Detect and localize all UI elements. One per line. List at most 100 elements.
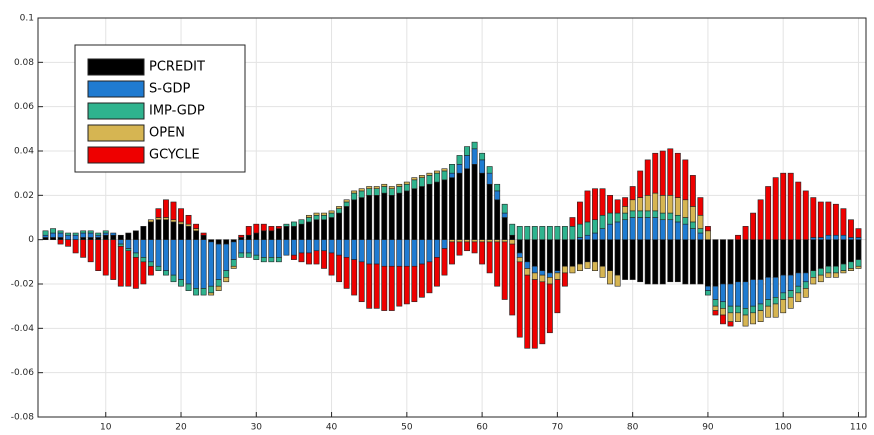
bar-segment <box>163 239 169 272</box>
bar-segment <box>193 239 200 289</box>
bar-segment <box>110 239 117 280</box>
bar-segment <box>65 232 72 236</box>
bar-segment <box>629 186 636 201</box>
bar-segment <box>321 212 327 216</box>
bar-segment <box>396 265 403 307</box>
bar-segment <box>230 265 237 269</box>
bar-segment <box>750 239 757 280</box>
bar-segment <box>464 155 470 170</box>
bar-segment <box>193 223 200 229</box>
bar-segment <box>637 197 644 212</box>
x-tick-label: 50 <box>401 423 413 433</box>
bar-segment <box>787 172 794 240</box>
bar-segment <box>697 228 704 234</box>
bar-segment <box>712 285 719 300</box>
bar-segment <box>193 230 200 240</box>
bar-segment <box>742 281 749 309</box>
y-tick-label: -0.04 <box>11 324 35 334</box>
bar-segment <box>170 221 177 240</box>
bar-segment <box>373 263 380 309</box>
bar-segment <box>561 226 568 240</box>
bar-segment <box>253 232 260 240</box>
bar-segment <box>140 261 147 285</box>
bar-segment <box>42 237 49 240</box>
bar-segment <box>155 217 162 221</box>
bar-segment <box>245 226 252 236</box>
bar-segment <box>50 232 56 238</box>
bar-segment <box>802 272 809 283</box>
bar-segment <box>418 263 425 298</box>
bar-segment <box>117 246 124 287</box>
bar-segment <box>366 263 373 309</box>
bar-segment <box>456 241 463 256</box>
bar-segment <box>554 272 561 280</box>
bar-segment <box>531 265 538 274</box>
bar-segment <box>396 186 403 194</box>
bar-segment <box>592 219 598 234</box>
bar-segment <box>614 274 621 287</box>
legend-label: IMP-GDP <box>149 104 205 119</box>
bar-segment <box>712 299 719 307</box>
bar-segment <box>689 206 696 223</box>
bar-segment <box>275 257 282 263</box>
bar-segment <box>614 212 621 223</box>
bar-segment <box>87 237 94 240</box>
bar-segment <box>607 239 614 272</box>
bar-segment <box>516 239 523 254</box>
bar-segment <box>832 203 839 236</box>
bar-segment <box>720 239 726 285</box>
bar-segment <box>328 252 335 276</box>
bar-segment <box>486 241 493 274</box>
bar-segment <box>102 232 109 236</box>
x-tick-label: 60 <box>476 423 488 433</box>
bar-segment <box>313 239 320 252</box>
bar-segment <box>351 192 358 201</box>
legend-swatch <box>87 80 145 98</box>
bar-segment <box>637 217 644 240</box>
bar-segment <box>215 239 222 245</box>
bar-segment <box>742 226 749 240</box>
bar-segment <box>569 226 576 240</box>
x-tick-label: 90 <box>702 423 714 433</box>
bar-segment <box>471 141 478 150</box>
bar-segment <box>825 265 832 274</box>
legend-swatch <box>87 146 145 164</box>
bar-segment <box>667 148 674 196</box>
bar-segment <box>652 152 659 194</box>
legend-swatch <box>87 58 145 76</box>
bar-segment <box>147 219 154 223</box>
bar-segment <box>757 199 764 240</box>
bar-segment <box>494 199 501 240</box>
bar-segment <box>539 226 546 240</box>
y-tick-label: 0.04 <box>14 147 34 157</box>
bar-segment <box>208 241 215 287</box>
bar-segment <box>373 239 380 265</box>
bar-segment <box>720 314 726 325</box>
bar-segment <box>479 241 486 265</box>
bar-segment <box>599 228 606 240</box>
bar-segment <box>607 270 614 285</box>
bar-segment <box>72 234 79 240</box>
bar-segment <box>584 234 591 240</box>
bar-segment <box>434 172 440 183</box>
bar-segment <box>147 221 154 240</box>
bar-segment <box>238 237 245 240</box>
bar-segment <box>509 223 516 236</box>
bar-segment <box>449 177 455 240</box>
bar-segment <box>674 221 681 240</box>
bar-segment <box>441 248 448 276</box>
bar-segment <box>750 279 757 307</box>
bar-segment <box>832 272 839 278</box>
bar-segment <box>599 265 606 278</box>
bar-segment <box>147 265 154 276</box>
bar-segment <box>727 239 734 285</box>
bar-segment <box>682 239 689 285</box>
bar-segment <box>200 288 207 296</box>
bar-segment <box>592 188 598 221</box>
bar-segment <box>622 239 629 280</box>
bar-segment <box>509 234 516 240</box>
y-tick-label: 0.06 <box>14 102 34 112</box>
bar-segment <box>689 239 696 285</box>
bar-segment <box>772 239 779 278</box>
bar-segment <box>509 239 516 245</box>
